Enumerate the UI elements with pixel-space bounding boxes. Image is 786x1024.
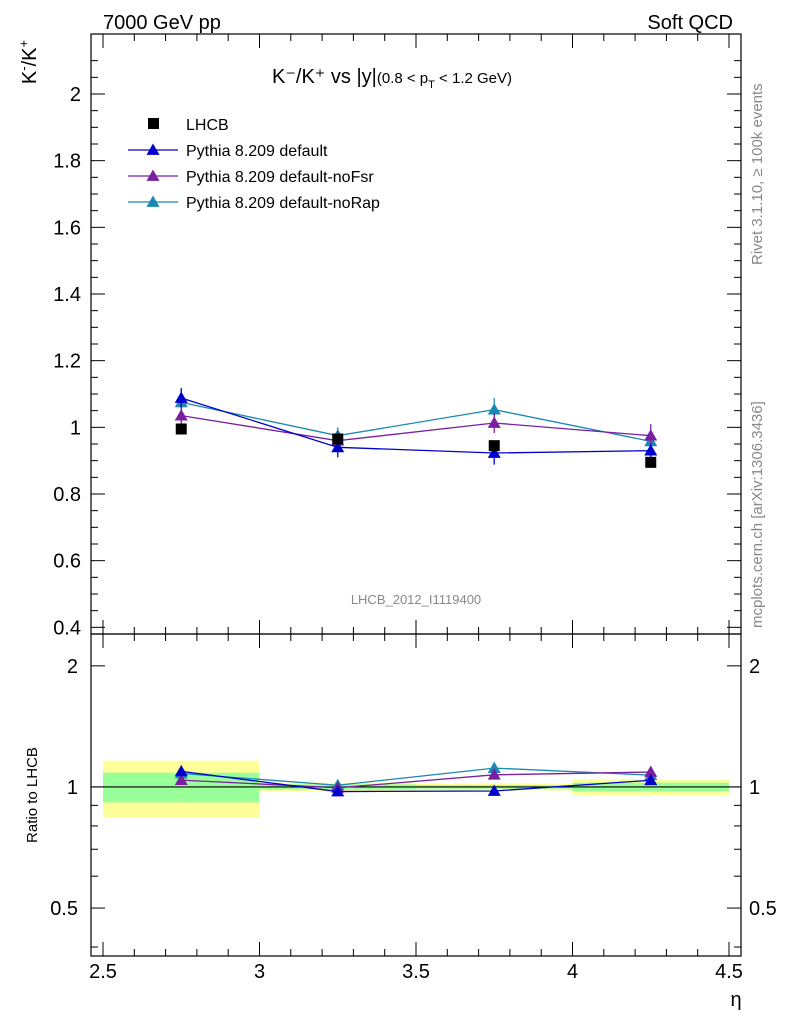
x-tick-label: 4	[567, 961, 578, 983]
data-point	[645, 456, 657, 468]
data-point	[332, 433, 344, 445]
data-point	[331, 440, 345, 453]
ratio-y-tick-label-right: 1	[749, 777, 760, 799]
ratio-ylabel: Ratio to LHCB	[24, 747, 41, 843]
y-tick-label: 2	[70, 84, 81, 106]
y-tick-label: 1.4	[53, 284, 81, 306]
ratio-data-point	[644, 773, 658, 786]
ratio-data-point	[487, 768, 501, 780]
y-tick-label: 1	[70, 417, 81, 439]
plot-title: K⁻/K⁺ vs |y|(0.8 < pT < 1.2 GeV)	[272, 66, 512, 91]
legend-entry-noFsr: Pythia 8.209 default-noFsr	[128, 169, 374, 186]
legend-label: Pythia 8.209 default	[186, 143, 328, 160]
series-line	[181, 397, 651, 454]
legend-label: Pythia 8.209 default-noRap	[186, 195, 380, 212]
top-ylabel: K-/K+	[16, 40, 41, 84]
ratio-data-point	[487, 784, 501, 796]
data-series	[174, 388, 658, 797]
ratio-data-point	[174, 764, 188, 777]
legend-marker	[146, 143, 160, 155]
data-point	[488, 440, 500, 452]
y-tick-label: 0.8	[53, 484, 81, 506]
axis-ticks: 2.5 3 3.5 4 4.5 0.4 0.6 0.8 1 1.2 1.4 1.6 1.8 2 0.5 0.5…	[50, 34, 777, 983]
x-tick-label: 3.5	[402, 961, 430, 983]
ratio-uncertainty-bands	[103, 760, 729, 818]
ratio-series-line	[181, 767, 651, 786]
ratio-series-line	[181, 770, 651, 793]
series-noRap	[174, 390, 658, 452]
ratio-y-tick-label-right: 0.5	[749, 898, 777, 920]
x-tick-label: 4.5	[715, 961, 743, 983]
data-point	[174, 391, 188, 403]
legend-marker	[146, 169, 160, 181]
data-point	[174, 409, 188, 421]
process-label: Soft QCD	[647, 12, 733, 34]
rivet-label: Rivet 3.1.10, ≥ 100k events	[749, 83, 766, 265]
legend-entry-default: Pythia 8.209 default	[128, 143, 328, 160]
ratio-y-tick-label-left: 1	[67, 777, 78, 799]
data-point	[644, 429, 658, 441]
ratio-data-point	[487, 761, 501, 773]
legend-entry-lhcb: LHCB	[148, 117, 229, 134]
ratio-data-point	[331, 785, 345, 797]
beam-label: 7000 GeV pp	[103, 12, 221, 34]
series-line	[181, 401, 651, 442]
data-point	[487, 403, 501, 415]
x-axis-label: η	[730, 989, 741, 1011]
y-tick-label: 1.8	[53, 151, 81, 173]
series-lhcb	[175, 423, 657, 468]
legend-marker	[146, 195, 160, 207]
ratio-data-point	[644, 765, 658, 777]
ratio-series-default	[174, 764, 658, 797]
series-noFsr	[174, 407, 658, 451]
data-point	[487, 416, 501, 428]
y-tick-label: 1.6	[53, 217, 81, 239]
y-tick-label: 0.4	[53, 617, 81, 639]
series-default	[174, 388, 658, 465]
legend-label: LHCB	[186, 117, 229, 134]
ratio-y-tick-label-left: 0.5	[50, 898, 78, 920]
data-point	[487, 446, 501, 458]
ratio-y-tick-label-left: 2	[67, 656, 78, 678]
analysis-watermark: LHCB_2012_I1119400	[351, 592, 481, 607]
ratio-data-point	[174, 773, 188, 785]
ratio-y-tick-label-right: 2	[749, 656, 760, 678]
data-point	[644, 444, 658, 456]
series-line	[181, 415, 651, 442]
source-label: mcplots.cern.ch [arXiv:1306.3436]	[749, 401, 766, 628]
data-point	[175, 423, 187, 435]
x-tick-label: 2.5	[89, 961, 117, 983]
y-tick-label: 1.2	[53, 351, 81, 373]
legend-label: Pythia 8.209 default-noFsr	[186, 169, 374, 186]
ratio-series-line	[181, 771, 651, 789]
legend-entry-noRap: Pythia 8.209 default-noRap	[128, 195, 380, 212]
y-tick-label: 0.6	[53, 551, 81, 573]
legend-marker	[148, 118, 159, 129]
x-tick-label: 3	[254, 961, 265, 983]
legend: LHCB Pythia 8.209 default Pythia 8.209 def…	[128, 117, 380, 212]
